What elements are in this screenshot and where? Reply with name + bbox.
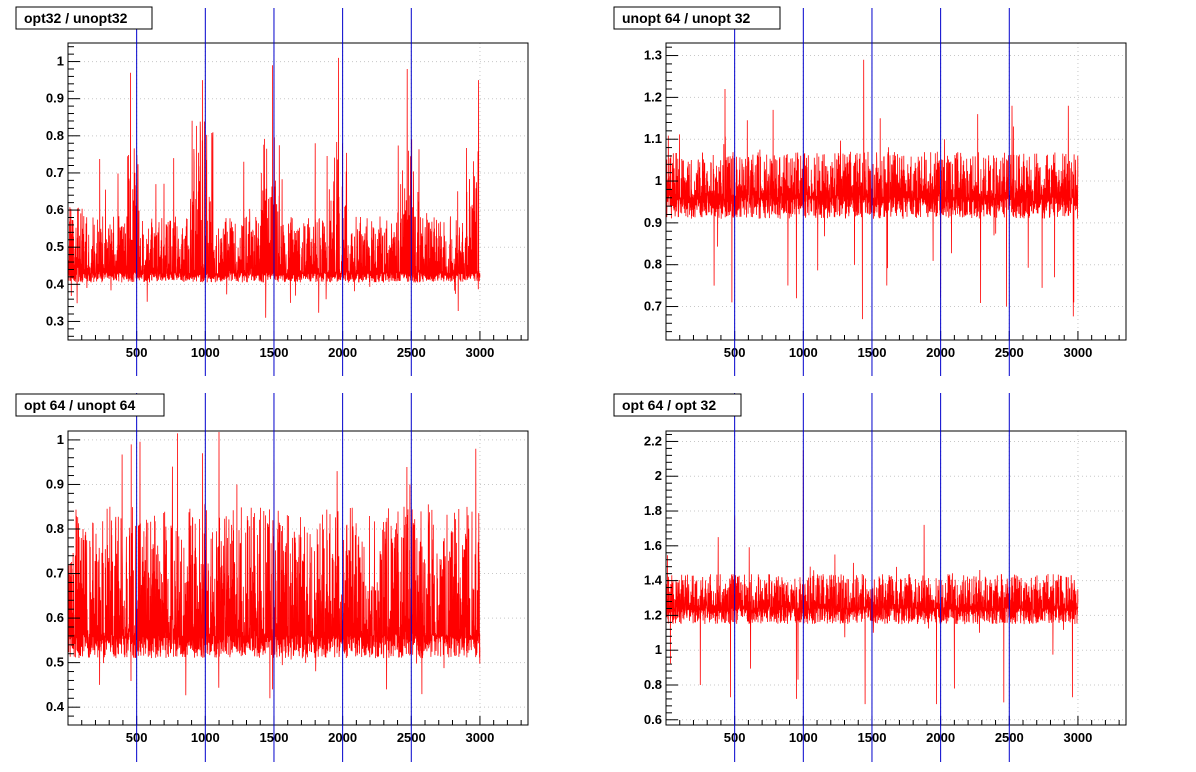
plot-frame xyxy=(665,42,1127,341)
plot-frame xyxy=(67,42,529,341)
y-tick-label: 0.7 xyxy=(644,299,662,314)
y-tick-label: 1.2 xyxy=(644,607,662,622)
y-tick-label: 1 xyxy=(57,54,64,69)
y-tick-label: 0.7 xyxy=(46,566,64,581)
y-tick-label: 0.5 xyxy=(46,239,64,254)
y-tick-label: 0.6 xyxy=(46,202,64,217)
chart-panel-4: 500 1000 1500 2000 2500 30000.60.811.21.41.61… xyxy=(613,393,1127,762)
y-tick-label: 0.8 xyxy=(644,677,662,692)
y-tick-label: 0.8 xyxy=(46,521,64,536)
plot-area xyxy=(68,43,528,340)
title-box xyxy=(613,393,742,417)
y-tick-label: 1 xyxy=(57,432,64,447)
y-tick-label: 0.8 xyxy=(644,257,662,272)
y-tick-label: 0.5 xyxy=(46,655,64,670)
x-tick-label: 3000 xyxy=(465,730,494,745)
y-tick-label: 1.2 xyxy=(644,89,662,104)
y-tick-label: 1.8 xyxy=(644,503,662,518)
y-tick-label: 0.9 xyxy=(46,476,64,491)
y-tick-label: 1 xyxy=(655,173,662,188)
y-tick-label: 0.4 xyxy=(46,276,65,291)
y-tick-label: 0.7 xyxy=(46,165,64,180)
y-tick-label: 0.8 xyxy=(46,128,64,143)
y-tick-label: 1.3 xyxy=(644,48,662,63)
chart-panel-3: 500 1000 1500 2000 2500 30000.40.50.60.70.80.… xyxy=(15,393,529,762)
x-tick-label: 3000 xyxy=(1063,730,1092,745)
chart-title: opt 64 / unopt 64 xyxy=(24,397,135,413)
plot-area xyxy=(666,431,1126,725)
y-tick-label: 2.2 xyxy=(644,433,662,448)
y-tick-label: 0.9 xyxy=(46,91,64,106)
chart-title: opt 64 / opt 32 xyxy=(622,397,716,413)
y-tick-label: 1.6 xyxy=(644,538,662,553)
x-tick-label: 3000 xyxy=(465,345,494,360)
y-tick-label: 0.4 xyxy=(46,699,65,714)
chart-title: opt32 / unopt32 xyxy=(24,10,128,26)
y-tick-label: 1 xyxy=(655,642,662,657)
y-tick-label: 0.3 xyxy=(46,313,64,328)
y-tick-label: 0.6 xyxy=(644,712,662,727)
chart-title: unopt 64 / unopt 32 xyxy=(622,10,751,26)
chart-panel-1: 500 1000 1500 2000 2500 30000.30.40.50.60.70.… xyxy=(15,6,529,376)
title-box xyxy=(613,6,781,30)
title-box xyxy=(15,393,165,417)
y-tick-label: 0.9 xyxy=(644,215,662,230)
title-box xyxy=(15,6,153,30)
plot-frame xyxy=(665,430,1127,726)
y-tick-label: 1.4 xyxy=(644,573,663,588)
y-tick-label: 2 xyxy=(655,468,662,483)
x-tick-label: 3000 xyxy=(1063,345,1092,360)
chart-panel-2: 500 1000 1500 2000 2500 30000.70.80.911.11.21… xyxy=(613,6,1127,376)
y-tick-label: 1.1 xyxy=(644,131,662,146)
plot-frame xyxy=(67,430,529,726)
y-tick-label: 0.6 xyxy=(46,610,64,625)
